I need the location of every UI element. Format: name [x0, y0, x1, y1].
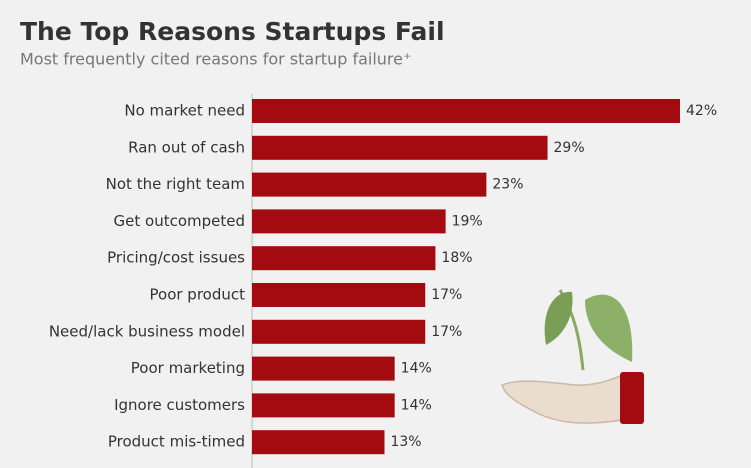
bar	[252, 246, 436, 271]
bar	[252, 99, 680, 123]
value-label: 14%	[401, 361, 432, 377]
y-tick-label: Poor product	[150, 286, 246, 304]
value-label: 14%	[401, 397, 432, 413]
y-tick-label: Not the right team	[106, 175, 245, 193]
y-tick-label: Poor marketing	[131, 359, 245, 377]
y-tick-label: Product mis-timed	[108, 433, 245, 451]
bar	[252, 393, 395, 418]
value-label: 17%	[431, 287, 462, 303]
value-label: 23%	[492, 177, 523, 193]
chart-title: The Top Reasons Startups Fail	[20, 17, 445, 46]
bar	[252, 209, 446, 234]
value-label: 29%	[554, 140, 585, 156]
bar	[252, 319, 426, 344]
value-label: 17%	[431, 324, 462, 340]
value-label: 18%	[441, 250, 472, 266]
illustration	[501, 289, 644, 424]
y-tick-label: Pricing/cost issues	[107, 249, 245, 267]
y-tick-label: Ignore customers	[114, 396, 245, 414]
bar	[252, 172, 487, 197]
bar	[252, 356, 395, 381]
leaf-left	[544, 291, 573, 345]
bar	[252, 430, 385, 455]
leaf-right	[585, 294, 633, 362]
value-label: 42%	[686, 103, 717, 119]
bar	[252, 283, 426, 307]
y-tick-label: Ran out of cash	[128, 138, 245, 156]
y-tick-label: No market need	[124, 102, 245, 120]
bar	[252, 135, 548, 160]
y-tick-label: Need/lack business model	[49, 322, 245, 340]
chart-subtitle: Most frequently cited reasons for startu…	[20, 50, 411, 69]
y-tick-label: Get outcompeted	[114, 212, 245, 230]
value-label: 13%	[390, 434, 421, 450]
cuff	[620, 372, 644, 424]
value-label: 19%	[452, 213, 483, 229]
